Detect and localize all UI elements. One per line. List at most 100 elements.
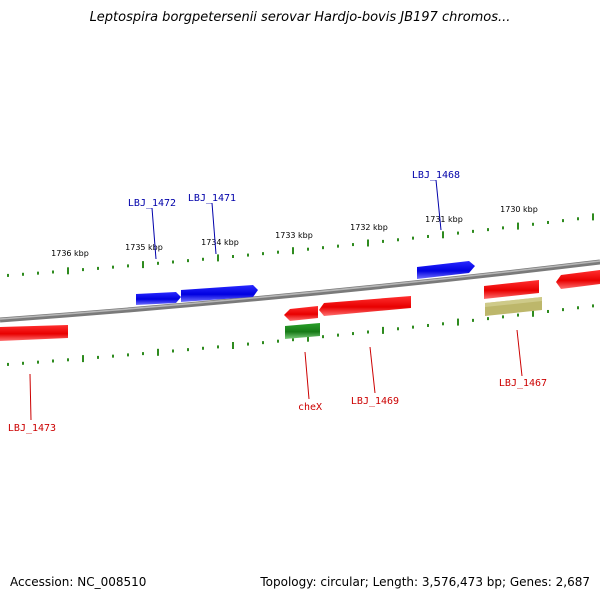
minor-tick bbox=[217, 345, 219, 349]
minor-tick bbox=[382, 239, 384, 243]
minor-tick bbox=[577, 217, 579, 221]
map-title: Leptospira borgpetersenii serovar Hardjo… bbox=[89, 10, 511, 25]
minor-tick bbox=[577, 306, 579, 310]
kbp-label: 1733 kbp bbox=[275, 231, 313, 240]
callout-lbj-1471 bbox=[211, 202, 217, 255]
gene-lbj-1468[interactable] bbox=[417, 261, 475, 279]
major-tick bbox=[292, 247, 294, 255]
minor-tick bbox=[472, 318, 474, 322]
minor-tick bbox=[322, 246, 324, 250]
major-tick bbox=[517, 222, 519, 230]
callout-lbj-1473 bbox=[29, 373, 32, 421]
callout-chex bbox=[304, 351, 310, 400]
major-tick bbox=[217, 254, 219, 262]
minor-tick bbox=[172, 349, 174, 353]
minor-tick bbox=[442, 322, 444, 326]
minor-tick bbox=[37, 360, 39, 364]
minor-tick bbox=[322, 335, 324, 339]
minor-tick bbox=[82, 268, 84, 272]
minor-tick bbox=[397, 327, 399, 331]
gene-lbj-1472[interactable] bbox=[136, 292, 181, 305]
major-tick bbox=[367, 239, 369, 247]
minor-tick bbox=[457, 231, 459, 235]
label-lbj-1469[interactable]: LBJ_1469 bbox=[351, 396, 399, 407]
kbp-label: 1735 kbp bbox=[125, 243, 163, 252]
minor-tick bbox=[187, 259, 189, 263]
minor-tick bbox=[67, 358, 69, 362]
minor-tick bbox=[97, 355, 99, 359]
minor-tick bbox=[202, 346, 204, 350]
minor-tick bbox=[547, 309, 549, 313]
major-tick bbox=[157, 348, 159, 356]
minor-tick bbox=[502, 226, 504, 230]
minor-tick bbox=[247, 342, 249, 346]
minor-tick bbox=[112, 265, 114, 269]
minor-tick bbox=[277, 339, 279, 343]
minor-tick bbox=[247, 253, 249, 257]
accession-text: Accession: NC_008510 bbox=[10, 575, 147, 589]
callout-lbj-1468 bbox=[435, 179, 442, 231]
minor-tick bbox=[52, 359, 54, 363]
minor-tick bbox=[487, 228, 489, 232]
minor-tick bbox=[232, 255, 234, 259]
minor-tick bbox=[352, 332, 354, 336]
gene-lbj-1471[interactable] bbox=[181, 285, 258, 302]
gene-red-upper-a[interactable] bbox=[484, 280, 539, 299]
minor-tick bbox=[52, 270, 54, 274]
callout-lbj-1472 bbox=[151, 207, 157, 260]
kbp-label: 1734 kbp bbox=[201, 238, 239, 247]
callout-lbj-1469 bbox=[369, 346, 376, 394]
minor-tick bbox=[412, 325, 414, 329]
minor-tick bbox=[277, 250, 279, 254]
minor-tick bbox=[487, 317, 489, 321]
label-lbj-1468[interactable]: LBJ_1468 bbox=[412, 170, 460, 181]
minor-tick bbox=[397, 238, 399, 242]
gene-green[interactable] bbox=[285, 323, 320, 339]
minor-tick bbox=[7, 273, 9, 277]
label-lbj-1473[interactable]: LBJ_1473 bbox=[8, 423, 56, 434]
gene-lbj-1469[interactable] bbox=[319, 296, 411, 316]
label-chex[interactable]: cheX bbox=[298, 402, 322, 413]
minor-tick bbox=[427, 234, 429, 238]
major-tick bbox=[232, 342, 234, 350]
minor-tick bbox=[292, 338, 294, 342]
minor-tick bbox=[202, 257, 204, 261]
minor-tick bbox=[187, 348, 189, 352]
label-lbj-1467[interactable]: LBJ_1467 bbox=[499, 378, 547, 389]
gene-chex[interactable] bbox=[284, 306, 318, 321]
minor-tick bbox=[22, 272, 24, 276]
major-tick bbox=[592, 213, 594, 221]
minor-tick bbox=[367, 330, 369, 334]
kbp-label: 1736 kbp bbox=[51, 249, 89, 258]
chromosome-backbone bbox=[0, 259, 600, 323]
minor-tick bbox=[562, 219, 564, 223]
kbp-label: 1732 kbp bbox=[350, 223, 388, 232]
minor-tick bbox=[37, 271, 39, 275]
kbp-label: 1730 kbp bbox=[500, 205, 538, 214]
minor-tick bbox=[547, 220, 549, 224]
gene-lbj-1473[interactable] bbox=[0, 325, 68, 341]
minor-tick bbox=[337, 244, 339, 248]
minor-tick bbox=[112, 354, 114, 358]
minor-tick bbox=[307, 247, 309, 251]
major-tick bbox=[82, 355, 84, 363]
minor-tick bbox=[592, 304, 594, 308]
gene-red-upper-b[interactable] bbox=[556, 270, 600, 289]
label-lbj-1471[interactable]: LBJ_1471 bbox=[188, 193, 236, 204]
major-tick bbox=[532, 309, 534, 317]
major-tick bbox=[67, 267, 69, 275]
major-tick bbox=[142, 261, 144, 269]
label-lbj-1472[interactable]: LBJ_1472 bbox=[128, 198, 176, 209]
minor-tick bbox=[172, 260, 174, 264]
major-tick bbox=[457, 318, 459, 326]
minor-tick bbox=[157, 261, 159, 265]
minor-tick bbox=[337, 333, 339, 337]
minor-tick bbox=[22, 361, 24, 365]
minor-tick bbox=[532, 222, 534, 226]
minor-tick bbox=[517, 313, 519, 317]
minor-tick bbox=[262, 252, 264, 256]
minor-tick bbox=[502, 315, 504, 319]
minor-tick bbox=[142, 352, 144, 356]
minor-tick bbox=[127, 353, 129, 357]
major-tick bbox=[307, 334, 309, 342]
